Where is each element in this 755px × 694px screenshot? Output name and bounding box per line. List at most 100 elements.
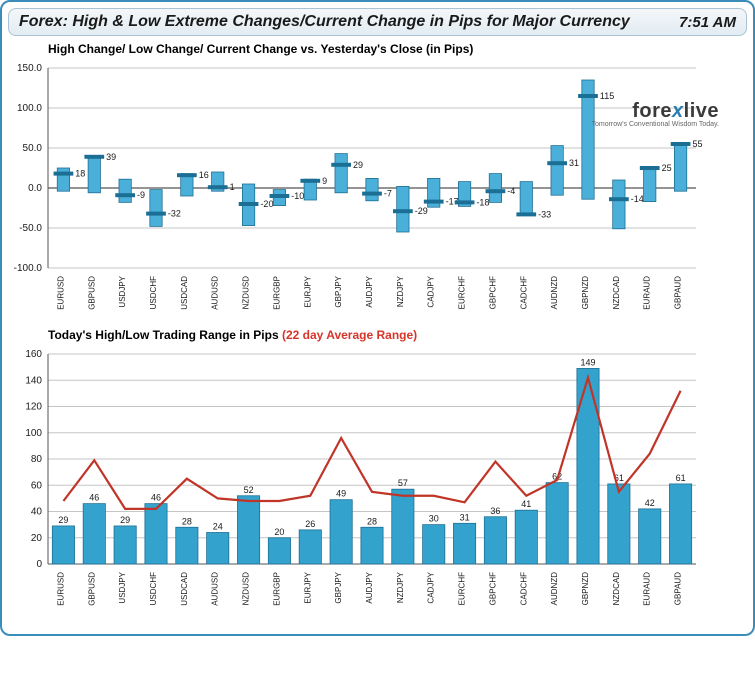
svg-text:52: 52 — [244, 485, 254, 495]
svg-text:40: 40 — [31, 507, 43, 518]
svg-text:25: 25 — [662, 163, 672, 173]
svg-text:80: 80 — [31, 454, 43, 465]
svg-text:60: 60 — [31, 480, 43, 491]
svg-text:29: 29 — [120, 515, 130, 525]
svg-text:39: 39 — [106, 152, 116, 162]
header-bar: Forex: High & Low Extreme Changes/Curren… — [8, 8, 747, 36]
svg-text:24: 24 — [213, 522, 223, 532]
svg-text:EURJPY: EURJPY — [303, 571, 312, 603]
svg-text:20: 20 — [31, 533, 43, 544]
svg-text:46: 46 — [89, 493, 99, 503]
svg-text:USDJPY: USDJPY — [118, 571, 127, 603]
svg-text:EURUSD: EURUSD — [56, 572, 65, 606]
svg-text:NZDCAD: NZDCAD — [612, 572, 621, 606]
svg-text:GBPJPY: GBPJPY — [334, 275, 343, 307]
svg-text:50.0: 50.0 — [23, 143, 43, 154]
svg-text:GBPAUD: GBPAUD — [674, 572, 683, 605]
logo-text-b: live — [684, 100, 719, 122]
svg-text:42: 42 — [645, 498, 655, 508]
svg-text:AUDNZD: AUDNZD — [550, 276, 559, 310]
svg-text:61: 61 — [676, 473, 686, 483]
svg-text:-14: -14 — [631, 194, 644, 204]
forexlive-logo: forexlive Tomorrow's Conventional Wisdom… — [591, 100, 719, 128]
svg-text:31: 31 — [460, 512, 470, 522]
svg-text:CADCHF: CADCHF — [519, 276, 528, 309]
svg-text:GBPUSD: GBPUSD — [87, 276, 96, 310]
svg-text:AUDJPY: AUDJPY — [365, 275, 374, 307]
svg-text:31: 31 — [569, 158, 579, 168]
svg-text:CADJPY: CADJPY — [427, 275, 436, 307]
svg-text:9: 9 — [322, 176, 327, 186]
svg-text:-18: -18 — [476, 197, 489, 207]
svg-text:USDCAD: USDCAD — [180, 572, 189, 606]
svg-text:57: 57 — [398, 478, 408, 488]
svg-text:140: 140 — [25, 375, 42, 386]
svg-text:NZDUSD: NZDUSD — [242, 572, 251, 606]
svg-text:46: 46 — [151, 493, 161, 503]
svg-text:GBPCHF: GBPCHF — [488, 276, 497, 309]
svg-text:GBPUSD: GBPUSD — [87, 572, 96, 606]
svg-text:AUDUSD: AUDUSD — [211, 276, 220, 310]
chart2-title-a: Today's High/Low Trading Range in Pips — [48, 328, 282, 342]
page-title: Forex: High & Low Extreme Changes/Curren… — [19, 13, 630, 31]
svg-text:-10: -10 — [291, 191, 304, 201]
svg-text:1: 1 — [230, 182, 235, 192]
svg-text:150.0: 150.0 — [17, 63, 42, 74]
svg-text:160: 160 — [25, 349, 42, 360]
svg-text:-9: -9 — [137, 190, 145, 200]
svg-text:GBPAUD: GBPAUD — [674, 276, 683, 309]
svg-text:41: 41 — [521, 499, 531, 509]
svg-text:0.0: 0.0 — [28, 183, 42, 194]
svg-text:EURUSD: EURUSD — [56, 276, 65, 310]
svg-text:-4: -4 — [507, 186, 515, 196]
chart-container: Forex: High & Low Extreme Changes/Curren… — [0, 0, 755, 636]
svg-text:-100.0: -100.0 — [14, 263, 43, 274]
svg-text:USDJPY: USDJPY — [118, 275, 127, 307]
logo-tagline: Tomorrow's Conventional Wisdom Today. — [591, 121, 719, 128]
svg-text:GBPJPY: GBPJPY — [334, 571, 343, 603]
chart1-title: High Change/ Low Change/ Current Change … — [48, 42, 747, 56]
svg-text:55: 55 — [692, 139, 702, 149]
svg-text:USDCAD: USDCAD — [180, 276, 189, 310]
chart1-svg: -100.0 -50.0 0.0 50.0 100.0 150.0 18 EURUSD 39 GB… — [8, 58, 708, 328]
svg-text:NZDUSD: NZDUSD — [242, 276, 251, 310]
svg-text:100.0: 100.0 — [17, 103, 42, 114]
svg-text:EURJPY: EURJPY — [303, 275, 312, 307]
svg-text:18: 18 — [75, 169, 85, 179]
chart2-svg: 0 20 40 60 80 100 120 140 160 29 EURUSD 46 GBPUSD 29 U… — [8, 344, 708, 624]
svg-text:NZDCAD: NZDCAD — [612, 276, 621, 310]
svg-text:-7: -7 — [384, 189, 392, 199]
svg-text:CADCHF: CADCHF — [519, 572, 528, 605]
svg-text:EURGBP: EURGBP — [272, 572, 281, 606]
svg-text:29: 29 — [353, 160, 363, 170]
svg-text:AUDJPY: AUDJPY — [365, 571, 374, 603]
svg-text:20: 20 — [274, 527, 284, 537]
svg-text:149: 149 — [580, 357, 595, 367]
svg-text:-29: -29 — [415, 206, 428, 216]
svg-text:GBPNZD: GBPNZD — [581, 276, 590, 310]
timestamp: 7:51 AM — [679, 14, 736, 31]
svg-text:16: 16 — [199, 170, 209, 180]
svg-text:AUDNZD: AUDNZD — [550, 572, 559, 606]
svg-text:NZDJPY: NZDJPY — [396, 275, 405, 307]
svg-text:EURCHF: EURCHF — [458, 572, 467, 605]
svg-text:AUDUSD: AUDUSD — [211, 572, 220, 606]
svg-text:-20: -20 — [260, 199, 273, 209]
svg-text:100: 100 — [25, 428, 42, 439]
svg-text:26: 26 — [305, 519, 315, 529]
svg-text:EURAUD: EURAUD — [643, 276, 652, 310]
logo-text-x: x — [672, 100, 684, 122]
svg-text:30: 30 — [429, 514, 439, 524]
logo-text-a: fore — [632, 100, 672, 122]
chart2-title-b: (22 day Average Range) — [282, 328, 417, 342]
svg-text:0: 0 — [36, 559, 42, 570]
svg-text:-33: -33 — [538, 209, 551, 219]
svg-text:120: 120 — [25, 402, 42, 413]
svg-text:29: 29 — [58, 515, 68, 525]
svg-text:CADJPY: CADJPY — [427, 571, 436, 603]
svg-text:NZDJPY: NZDJPY — [396, 571, 405, 603]
svg-text:-32: -32 — [168, 209, 181, 219]
svg-text:GBPCHF: GBPCHF — [488, 572, 497, 605]
svg-text:-50.0: -50.0 — [19, 223, 42, 234]
svg-text:USDCHF: USDCHF — [149, 572, 158, 605]
